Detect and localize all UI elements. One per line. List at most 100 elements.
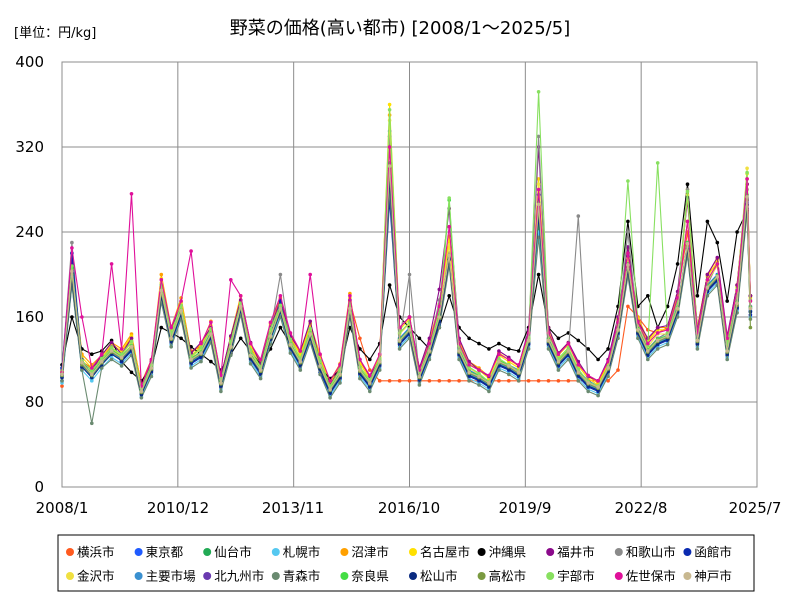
data-point [646, 341, 650, 346]
data-point [278, 306, 283, 311]
data-point [467, 363, 471, 367]
legend-label: 奈良県 [351, 569, 389, 584]
legend-marker [134, 548, 143, 556]
data-point [487, 389, 491, 394]
data-point [199, 351, 203, 355]
data-point [626, 230, 630, 234]
y-tick-label: 80 [25, 393, 44, 411]
y-tick-label: 0 [34, 478, 44, 496]
data-point [189, 357, 193, 362]
data-point [566, 379, 571, 383]
data-point [70, 246, 74, 250]
data-point [109, 340, 114, 345]
data-point [368, 368, 372, 372]
legend-marker [546, 548, 555, 556]
data-point [665, 304, 670, 309]
data-point [655, 338, 660, 343]
series-18 [60, 145, 753, 388]
data-point [427, 379, 432, 383]
data-point [338, 372, 342, 377]
data-point [119, 364, 124, 368]
data-point [685, 219, 690, 224]
data-point [90, 352, 94, 357]
data-point [109, 357, 114, 362]
data-point [238, 336, 243, 341]
data-point [60, 372, 64, 377]
data-point [129, 370, 134, 375]
data-point [616, 368, 620, 372]
legend-marker [66, 572, 74, 580]
legend-item: 沼津市 [340, 545, 389, 560]
data-point [159, 288, 164, 293]
data-point [258, 357, 263, 362]
data-point [626, 219, 630, 224]
data-point [397, 347, 402, 351]
series-lines [60, 90, 753, 426]
legend-marker [134, 572, 143, 580]
y-axis: 0 80 160 240 320 400 [15, 53, 44, 496]
data-point [139, 389, 144, 394]
data-point [80, 315, 84, 319]
data-point [387, 108, 392, 112]
data-point [318, 364, 322, 368]
data-point [516, 370, 521, 375]
data-point [109, 346, 114, 350]
data-point [566, 357, 571, 362]
data-point [209, 320, 213, 325]
data-point [536, 235, 541, 240]
data-point [546, 379, 551, 383]
legend-marker [546, 572, 555, 580]
data-point [229, 278, 233, 282]
data-point [318, 372, 322, 377]
data-point [358, 336, 362, 341]
data-point [407, 315, 412, 319]
legend-marker [203, 572, 212, 580]
data-point [715, 274, 720, 279]
data-point [586, 347, 590, 351]
data-point [328, 396, 332, 400]
data-point [358, 347, 362, 351]
data-point [477, 341, 481, 346]
data-point [199, 341, 203, 346]
data-point [636, 336, 640, 341]
data-point [90, 372, 94, 377]
legend-frame [57, 534, 755, 592]
data-point [497, 359, 501, 364]
data-point [626, 263, 630, 267]
legend-label: 神戸市 [694, 569, 732, 584]
data-point [566, 341, 571, 346]
chart-title: 野菜の価格(高い都市) [2008/1～2025/5] [230, 18, 570, 39]
data-point [536, 90, 541, 94]
data-point [129, 192, 134, 196]
data-point [387, 283, 392, 287]
data-point [159, 272, 164, 277]
y-tick-label: 240 [15, 223, 44, 241]
data-point [278, 325, 283, 330]
legend-marker [614, 548, 623, 556]
data-point [90, 369, 94, 374]
data-point [596, 385, 600, 389]
data-point [447, 379, 452, 383]
legend-item: 宇部市 [546, 569, 595, 584]
legend-item: 沖縄県 [477, 545, 526, 560]
data-point [685, 182, 690, 186]
data-point [497, 352, 501, 357]
legend-marker [477, 572, 486, 580]
data-point [576, 363, 581, 367]
data-point [377, 368, 382, 372]
data-point [368, 381, 372, 385]
data-point [209, 359, 213, 364]
data-point [487, 373, 491, 378]
legend-label: 松山市 [420, 569, 458, 584]
data-point [427, 357, 432, 362]
data-point [646, 349, 650, 353]
data-point [556, 336, 561, 341]
data-point [397, 338, 402, 343]
legend-marker [271, 548, 280, 556]
data-point [109, 262, 114, 266]
data-point [377, 379, 382, 383]
legend-label: 札幌市 [283, 545, 321, 560]
data-point [675, 296, 680, 300]
data-point [715, 240, 720, 245]
